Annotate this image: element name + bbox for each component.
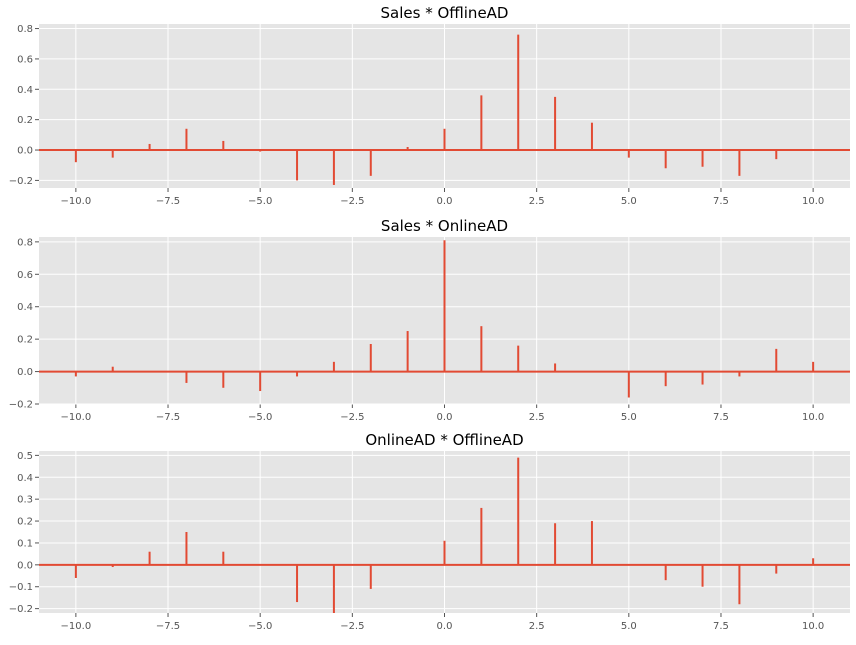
x-tick-label: 5.0: [621, 196, 637, 207]
chart-title: OnlineAD * OfflineAD: [365, 431, 523, 449]
subplot-1: −10.0 −7.5 −5.0 −2.5 0.0 2.5 5.0 7.5 10.0 −0.2 0.0…: [9, 4, 850, 207]
y-tick-label: −0.2: [9, 176, 33, 187]
y-tick-label: 0.6: [17, 54, 33, 65]
x-tick-label: −7.5: [156, 412, 180, 423]
x-tick-label: 7.5: [713, 196, 729, 207]
subplot-2: −10.0 −7.5 −5.0 −2.5 0.0 2.5 5.0 7.5 10.0 −0.2 0.0…: [9, 217, 850, 423]
chart-title: Sales * OnlineAD: [381, 217, 508, 235]
y-tick-label: 0.8: [17, 237, 33, 248]
y-tick-label: 0.4: [17, 85, 33, 96]
x-tick-label: 2.5: [529, 412, 545, 423]
x-tick-label: −5.0: [248, 412, 272, 423]
x-tick-label: 10.0: [802, 621, 824, 632]
x-tick-label: −7.5: [156, 621, 180, 632]
x-tick-label: 7.5: [713, 621, 729, 632]
x-tick-label: −5.0: [248, 196, 272, 207]
x-tick-label: −10.0: [61, 621, 92, 632]
x-tick-label: −7.5: [156, 196, 180, 207]
x-tick-label: −2.5: [340, 196, 364, 207]
y-tick-label: 0.8: [17, 24, 33, 35]
y-tick-label: 0.2: [17, 115, 33, 126]
x-tick-label: −2.5: [340, 621, 364, 632]
x-tick-label: 5.0: [621, 621, 637, 632]
x-tick-label: 5.0: [621, 412, 637, 423]
x-tick-label: 0.0: [437, 196, 453, 207]
x-tick-label: 0.0: [437, 621, 453, 632]
y-tick-label: 0.0: [17, 560, 33, 571]
x-tick-label: 10.0: [802, 196, 824, 207]
y-tick-label: 0.0: [17, 367, 33, 378]
y-tick-label: 0.4: [17, 473, 33, 484]
y-tick-label: −0.2: [9, 400, 33, 411]
x-tick-label: 0.0: [437, 412, 453, 423]
y-tick-label: −0.2: [9, 604, 33, 615]
y-tick-label: 0.2: [17, 335, 33, 346]
y-tick-label: 0.6: [17, 270, 33, 281]
y-tick-label: 0.4: [17, 302, 33, 313]
x-tick-label: 10.0: [802, 412, 824, 423]
y-tick-label: −0.1: [9, 582, 33, 593]
x-tick-label: 2.5: [529, 196, 545, 207]
chart-title: Sales * OfflineAD: [381, 4, 509, 22]
x-tick-label: 2.5: [529, 621, 545, 632]
x-tick-label: −10.0: [61, 412, 92, 423]
x-tick-label: −10.0: [61, 196, 92, 207]
x-tick-label: −2.5: [340, 412, 364, 423]
x-tick-label: −5.0: [248, 621, 272, 632]
y-tick-label: 0.5: [17, 451, 33, 462]
subplot-3: −10.0 −7.5 −5.0 −2.5 0.0 2.5 5.0 7.5 10.0 −0.2 −0.…: [9, 431, 850, 632]
x-tick-label: 7.5: [713, 412, 729, 423]
y-tick-label: 0.1: [17, 538, 33, 549]
y-tick-label: 0.0: [17, 146, 33, 157]
y-tick-label: 0.3: [17, 495, 33, 506]
y-tick-label: 0.2: [17, 517, 33, 528]
